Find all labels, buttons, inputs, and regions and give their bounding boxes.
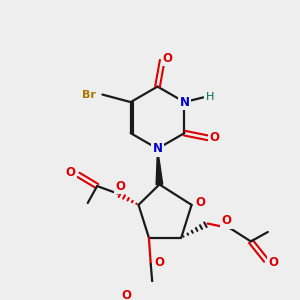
Text: Br: Br <box>82 90 96 100</box>
Text: O: O <box>221 214 231 227</box>
Text: O: O <box>121 290 131 300</box>
Text: H: H <box>206 92 214 102</box>
Text: O: O <box>162 52 172 65</box>
Text: N: N <box>179 96 189 109</box>
Text: O: O <box>116 180 126 193</box>
Text: O: O <box>209 131 220 144</box>
Text: O: O <box>268 256 278 268</box>
Text: O: O <box>154 256 164 268</box>
Text: O: O <box>66 167 76 179</box>
Polygon shape <box>156 149 163 184</box>
Text: N: N <box>152 142 163 155</box>
Text: O: O <box>195 196 205 209</box>
